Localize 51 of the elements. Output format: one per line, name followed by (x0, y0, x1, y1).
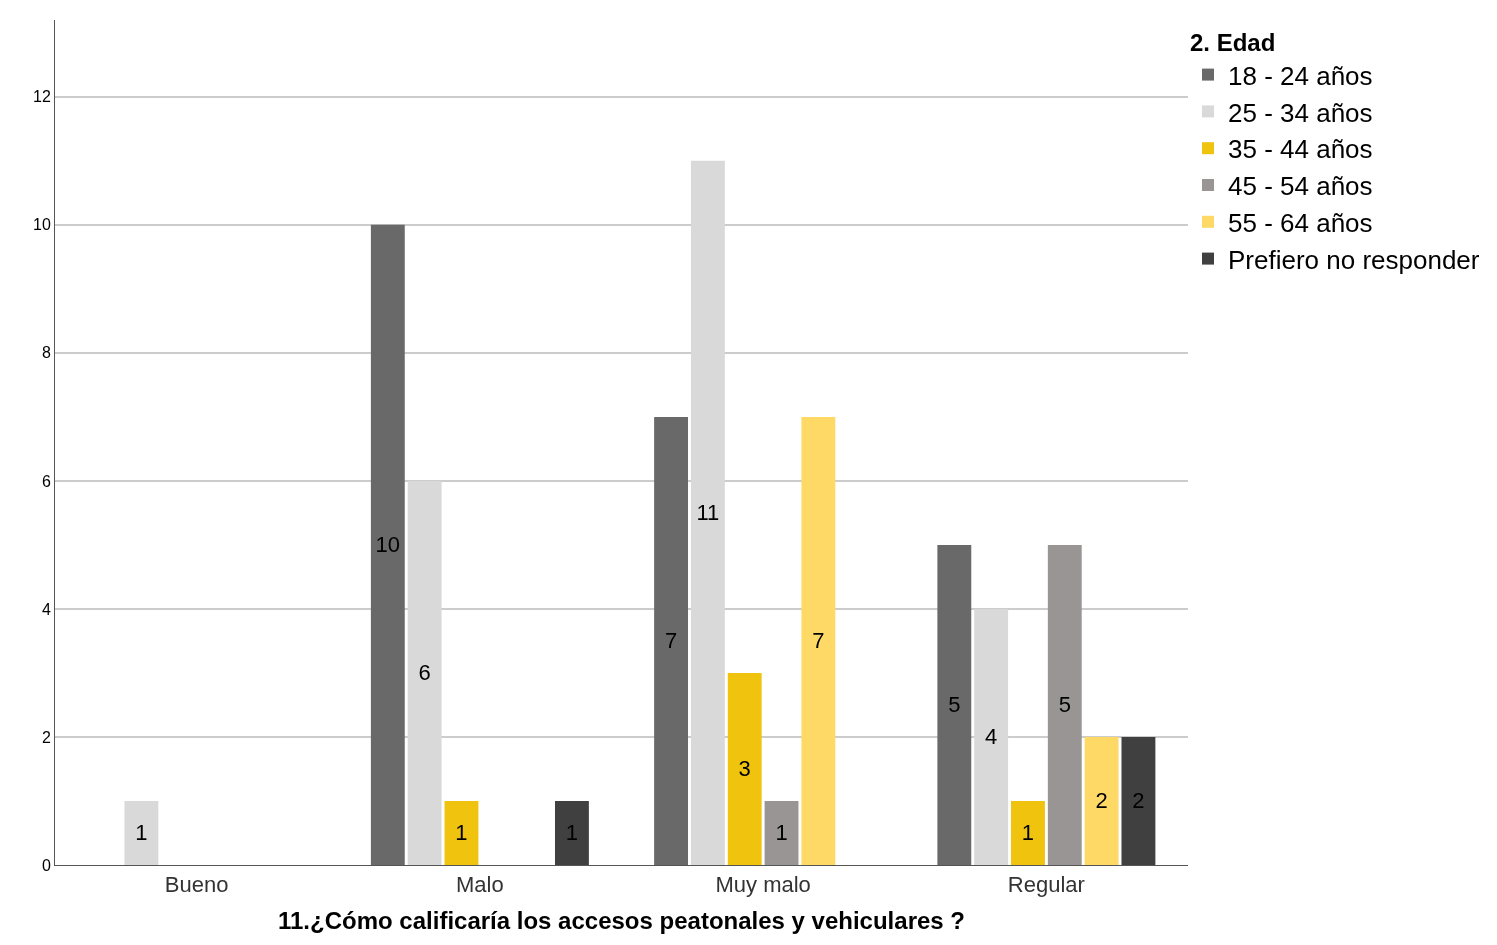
bar (1084, 736, 1119, 865)
data-label: 4 (985, 724, 998, 750)
bar (1011, 800, 1045, 865)
x-tick-label: Muy malo (715, 872, 811, 898)
legend-label: Prefiero no responder (1228, 244, 1480, 275)
bar (764, 800, 799, 865)
bar (937, 544, 972, 865)
legend-label: 25 - 34 años (1228, 97, 1373, 128)
bar (1047, 544, 1082, 865)
data-label: 5 (1058, 692, 1071, 718)
data-label: 1 (1021, 820, 1035, 846)
bar (124, 800, 159, 865)
bar (654, 416, 689, 865)
x-tick-label: Regular (1007, 872, 1085, 898)
data-label: 11 (696, 500, 720, 526)
data-label: 1 (455, 820, 468, 846)
data-label: 3 (738, 756, 751, 782)
y-tick-label: 4 (41, 600, 51, 618)
data-label: 5 (948, 692, 961, 718)
y-tick-label: 10 (33, 216, 51, 234)
data-label: 7 (664, 628, 678, 654)
data-label: 10 (375, 532, 401, 558)
data-label: 7 (812, 628, 825, 654)
x-axis-title: 11.¿Cómo calificaría los accesos peatonales y vehiculares ? (278, 906, 965, 934)
legend-label: 35 - 44 años (1228, 134, 1373, 165)
data-label: 1 (775, 820, 788, 846)
y-tick-label: 12 (33, 88, 51, 106)
y-tick-label: 8 (41, 344, 51, 362)
y-tick-label: 2 (41, 728, 51, 746)
bar (974, 608, 1009, 865)
bar (407, 480, 442, 865)
legend-label: 18 - 24 años (1228, 60, 1373, 91)
data-label: 2 (1095, 788, 1108, 814)
bar (444, 800, 479, 865)
x-tick-label: Bueno (164, 872, 229, 898)
bar (801, 416, 836, 865)
bar (1121, 736, 1156, 865)
legend-title: 2. Edad (1190, 29, 1276, 57)
data-label: 1 (565, 820, 579, 846)
y-tick-label: 6 (41, 472, 51, 490)
bar (370, 224, 405, 865)
data-label: 6 (418, 660, 431, 686)
data-label: 2 (1132, 788, 1145, 814)
legend-label: 55 - 64 años (1228, 207, 1373, 238)
bar (554, 800, 589, 865)
x-tick-label: Malo (456, 872, 504, 898)
bar (690, 160, 725, 865)
bar (727, 672, 762, 865)
data-label: 1 (135, 820, 148, 846)
y-tick-label: 0 (41, 856, 51, 874)
legend-label: 45 - 54 años (1228, 171, 1373, 202)
